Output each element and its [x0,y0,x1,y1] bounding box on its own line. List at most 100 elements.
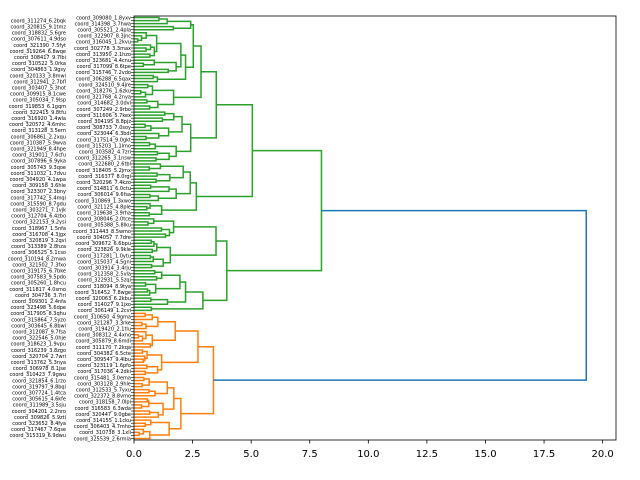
leaf-label: coord_309915_8.1cwe [10,92,66,98]
leaf-label: coord_319264_6.8wqe [10,49,66,55]
leaf-label: coord_311606_5.7kex [76,113,131,119]
leaf-label: coord_308046_2.0tce [77,217,131,223]
leaf-label: coord_317036_4.2dki [77,369,131,375]
leaf-label: coord_317742_5.4mqi [11,195,66,201]
leaf-label: coord_315746_7.2vdo [76,70,131,76]
leaf-label: coord_304382_6.5cte [77,351,131,357]
leaf-label: coord_313389_2.8hza [11,244,66,250]
leaf-label: coord_317905_8.3qhu [10,311,66,317]
dendrogram-link [134,125,152,132]
dendrogram-link [134,32,147,39]
leaf-label: coord_317467_7.6qse [11,427,66,433]
leaf-label: coord_309826_5.9zti [14,415,66,421]
dendrogram-link [134,59,156,66]
dendrogram-link [134,321,143,327]
dendrogram-link [134,117,164,122]
leaf-label: coord_322680_2.6tbl [78,162,131,168]
dendrogram-link [146,34,158,53]
leaf-label: coord_305034_7.9lsp [13,98,66,104]
dendrogram-link [134,404,143,409]
leaf-label: coord_319797_9.8bqi [12,384,66,390]
leaf-label: coord_315481_3.0ema [74,375,131,381]
dendrogram-link [134,364,148,370]
leaf-label: coord_323044_6.3bdi [77,131,131,137]
dendrogram-link [134,132,160,139]
leaf-label: coord_310650_4.9gma [74,314,131,320]
dendrogram-link [134,233,167,238]
leaf-label: coord_322546_5.0hje [12,336,66,342]
leaf-label: coord_313128_3.5ern [12,128,66,134]
leaf-label: coord_304863_1.9gsy [11,67,66,73]
leaf-label: coord_312087_9.7fsa [13,330,66,336]
leaf-label: coord_309672_6.6bpu [75,241,131,247]
leaf-label: coord_304195_8.8pjz [78,119,132,125]
dendrogram-link [134,83,149,89]
dendrogram-link [202,240,228,302]
leaf-label: coord_321502_7.3fxo [12,262,66,268]
leaf-label: coord_322415_9.8tfu [13,110,66,116]
leaf-label: coord_305743_9.3qoe [11,165,66,171]
leaf-label: coord_320447_9.0gbe [76,412,131,418]
leaf-label: coord_319853_6.1gqm [9,104,66,110]
leaf-label: coord_315203_1.1lmo [76,143,131,149]
dendrogram-link [134,298,169,306]
leaf-label: coord_316239_3.8zgo [11,348,66,354]
leaf-label: coord_316920_1.4wla [11,116,66,122]
dendrogram-link [134,388,150,394]
leaf-label: coord_314027_9.1jxo [78,302,131,308]
dendrogram-link [134,35,143,42]
leaf-label: coord_316452_7.8wge [75,290,131,296]
leaf-label: coord_307249_2.9rbo [77,107,131,113]
leaf-label: coord_315864_7.5yzo [11,317,66,323]
leaf-label: coord_305615_4.6kfe [12,397,66,403]
leaf-label: coord_321125_4.8ple [77,204,131,210]
dendrogram-link [134,254,152,260]
dendrogram-link [176,171,191,195]
leaf-label: coord_320819_3.2qvi [12,238,66,244]
leaf-label: coord_318158_7.0lpi [79,400,131,406]
dendrogram-link [173,45,202,99]
leaf-label: coord_302778_3.3max [74,46,131,52]
leaf-label: coord_318276_1.6zku [76,89,131,95]
leaf-label: coord_320296_7.4kzo [76,180,131,186]
leaf-label: coord_306861_2.2xqu [11,134,66,140]
leaf-label: coord_313762_5.3nya [11,360,66,366]
leaf-label: coord_320572_4.6mhc [9,122,66,128]
leaf-label: coord_319420_2.1tlu [78,326,131,332]
x-tick-label: 20.0 [592,449,614,460]
dendrogram-link [149,46,156,57]
x-tick-label: 7.5 [302,449,318,460]
leaf-label: coord_312358_2.5vla [78,272,131,278]
leaf-label: coord_306014_9.6fsa [78,192,131,198]
leaf-label: coord_320063_6.2kbu [76,296,131,302]
leaf-label: coord_309080_1.8yxv [76,15,131,21]
leaf-label: coord_318405_5.2jmx [76,168,131,174]
dendrogram-link [134,422,147,428]
leaf-label: coord_314811_6.0ctu [77,186,131,192]
leaf-label: coord_306525_5.1cso [12,250,66,256]
x-tick-label: 5.0 [243,449,259,460]
leaf-label: coord_311989_3.5sju [13,403,66,409]
leaf-label: coord_312941_2.7bfl [14,79,66,85]
leaf-label: coord_318094_8.9tya [77,284,131,290]
dendrogram-link [141,399,150,408]
x-axis: 0.0 2.5 5.0 7.5 10.0 12.5 15.0 17.5 20.0 [126,440,614,460]
leaf-label: coord_309547_9.4lbu [77,357,131,363]
leaf-label: coord_303645_6.8bwi [11,323,66,329]
leaf-labels: coord_309080_1.8yxv coord_311274_6.2bqkco… [8,15,134,442]
leaf-label: coord_311443_8.5wmo [73,229,131,235]
dendrogram-link [134,143,157,150]
leaf-label: coord_304920_4.1wpa [10,177,66,183]
leaf-label: coord_320815_9.1tmz [10,24,66,30]
dendrogram-link [156,152,170,161]
x-tick-label: 10.0 [357,449,379,460]
dendrogram-links [134,16,587,440]
leaf-label: coord_313950_2.1hzo [76,52,131,58]
leaf-label: coord_316708_4.3jgx [12,232,66,238]
leaf-label: coord_311170_7.2kqa [76,345,131,351]
dendrogram-link [134,370,147,376]
leaf-label: coord_322153_9.2ysi [13,220,66,226]
dendrogram-link [153,220,175,234]
